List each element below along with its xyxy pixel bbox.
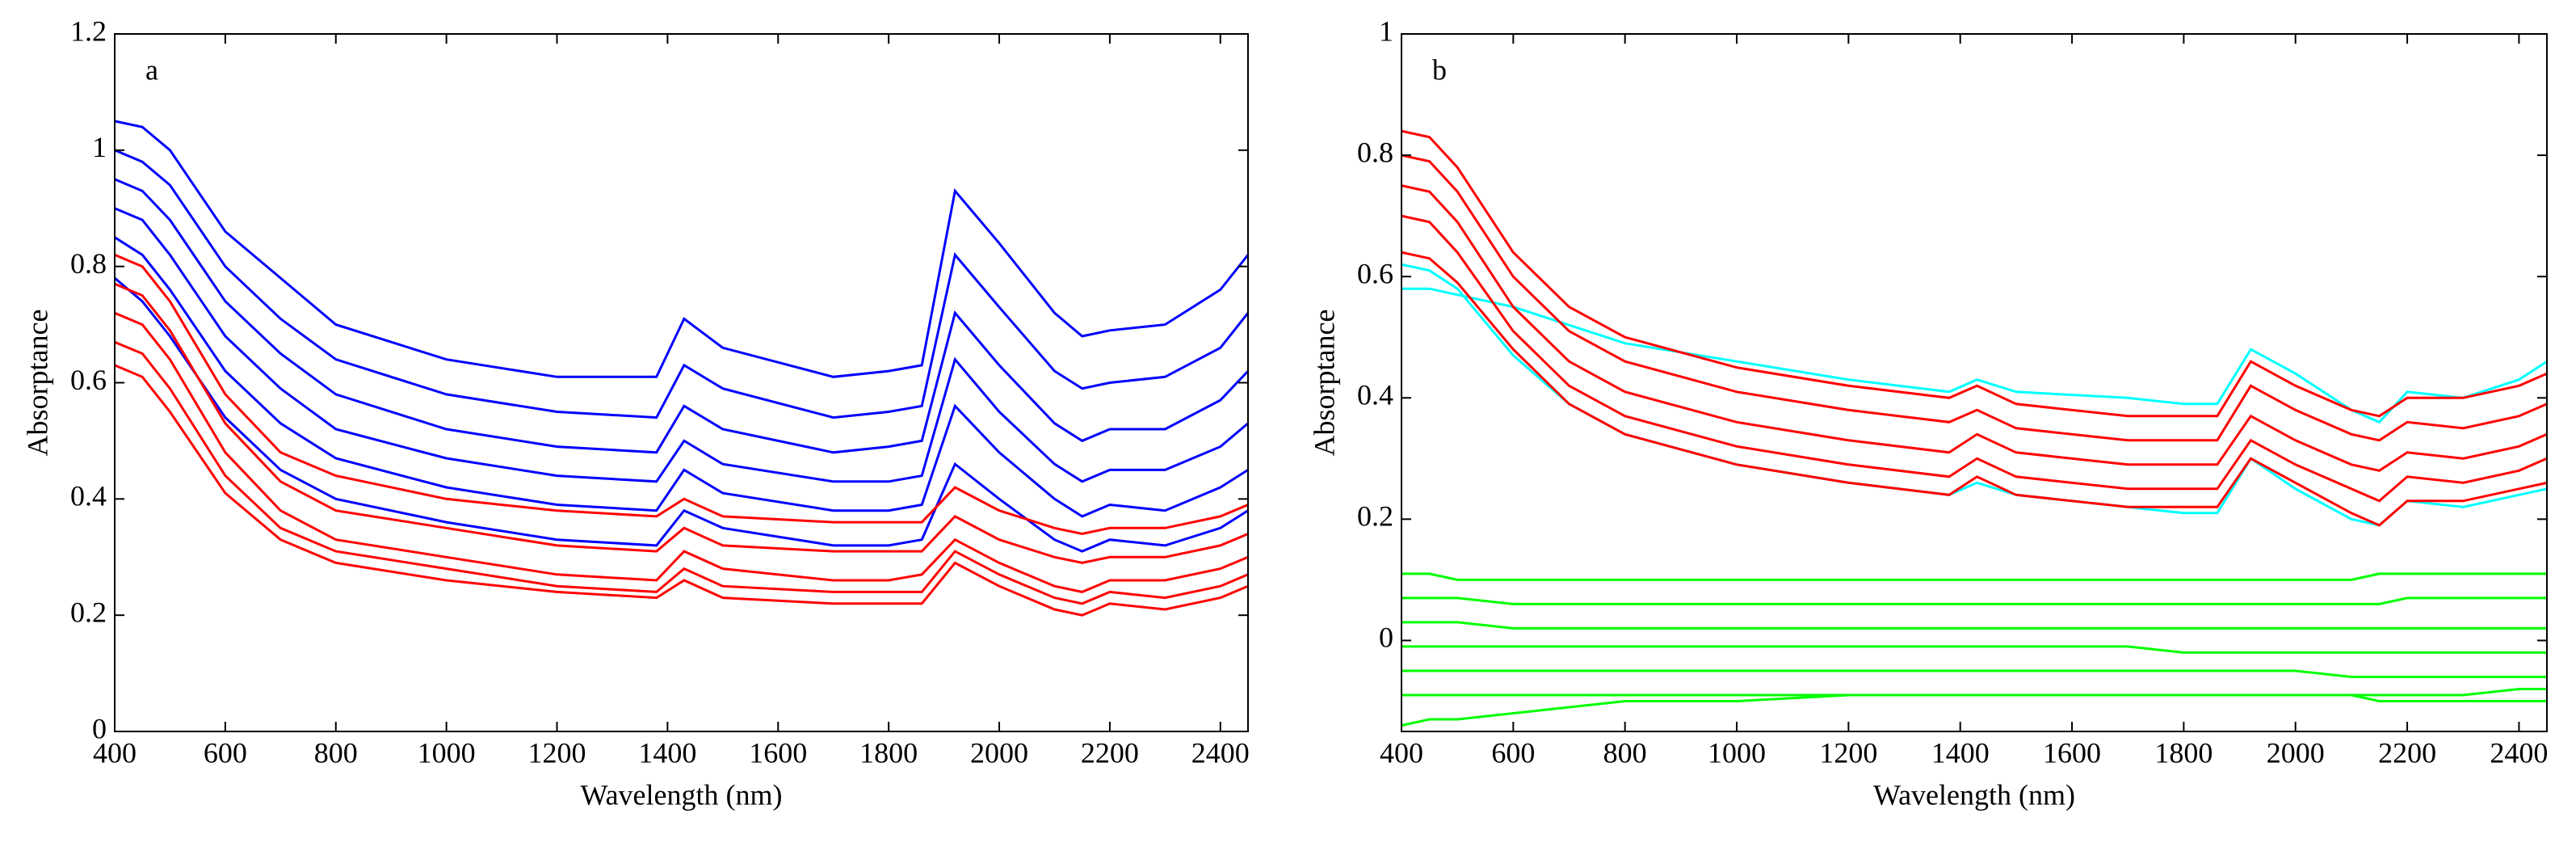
spectrum-line (115, 311, 1248, 593)
spectrum-line (115, 364, 1248, 617)
spectrum-line (115, 236, 1248, 518)
y-tick-label: 0.6 (1357, 257, 1393, 289)
x-tick-label: 1800 (859, 736, 918, 769)
x-tick-label: 2200 (2378, 736, 2436, 769)
plot-frame (1401, 33, 2548, 732)
spectrum-line (115, 120, 1248, 378)
spectrum-line (1401, 184, 2547, 472)
y-tick-label: 0.4 (70, 480, 107, 512)
x-tick-label: 800 (314, 736, 358, 769)
x-axis-label: Wavelength (nm) (580, 778, 782, 811)
x-tick-label: 400 (1380, 736, 1423, 769)
y-tick-label: 0.6 (70, 364, 107, 396)
spectrum-line (1401, 214, 2547, 503)
y-tick-label: 0.2 (70, 596, 107, 628)
x-tick-label: 1400 (1931, 736, 1990, 769)
spectrum-line (115, 207, 1248, 483)
x-tick-label: 2400 (2490, 736, 2548, 769)
y-axis-label: Absorptance (21, 310, 53, 457)
x-tick-label: 400 (93, 736, 137, 769)
spectrum-line (1401, 688, 2547, 727)
spectrum-line (1401, 572, 2547, 581)
y-tick-label: 1.2 (70, 15, 107, 47)
spectrum-line (1401, 251, 2547, 527)
panel-label: a (145, 53, 158, 86)
x-tick-label: 1800 (2154, 736, 2213, 769)
spectrum-line (1401, 263, 2547, 527)
spectrum-line (1401, 154, 2547, 442)
spectrum-line (115, 282, 1248, 564)
y-tick-label: 0.2 (1357, 500, 1393, 533)
spectrum-line (115, 340, 1248, 605)
y-tick-label: 0.4 (1357, 379, 1393, 411)
y-tick-label: 0.8 (1357, 136, 1393, 168)
x-tick-label: 1600 (749, 736, 807, 769)
x-tick-label: 2400 (1191, 736, 1250, 769)
y-tick-label: 0 (1379, 622, 1393, 654)
x-tick-label: 600 (1491, 736, 1535, 769)
y-tick-label: 1 (92, 131, 107, 163)
plot-frame (114, 33, 1249, 732)
x-axis-label: Wavelength (nm) (1873, 778, 2075, 811)
x-tick-label: 2200 (1081, 736, 1139, 769)
spectrum-line (1401, 645, 2547, 654)
y-tick-label: 0.8 (70, 247, 107, 280)
panel-label: b (1432, 53, 1447, 86)
spectrum-line (1401, 596, 2547, 605)
x-tick-label: 600 (204, 736, 247, 769)
y-axis-label: Absorptance (1308, 310, 1340, 457)
x-tick-label: 1000 (1708, 736, 1766, 769)
x-tick-label: 1400 (638, 736, 696, 769)
spectrum-line (115, 276, 1248, 553)
spectrum-line (1401, 129, 2547, 418)
y-tick-label: 0 (92, 712, 107, 744)
x-tick-label: 1000 (418, 736, 476, 769)
y-tick-label: 1 (1379, 15, 1393, 47)
spectrum-line (115, 149, 1248, 419)
x-tick-label: 1200 (528, 736, 586, 769)
x-tick-label: 800 (1603, 736, 1647, 769)
x-tick-label: 1600 (2043, 736, 2101, 769)
x-tick-label: 2000 (2267, 736, 2325, 769)
spectrum-line (115, 178, 1248, 454)
x-tick-label: 1200 (1819, 736, 1877, 769)
spectrum-line (115, 253, 1248, 536)
spectrum-line (1401, 621, 2547, 630)
x-tick-label: 2000 (970, 736, 1028, 769)
spectrum-line (1401, 669, 2547, 678)
